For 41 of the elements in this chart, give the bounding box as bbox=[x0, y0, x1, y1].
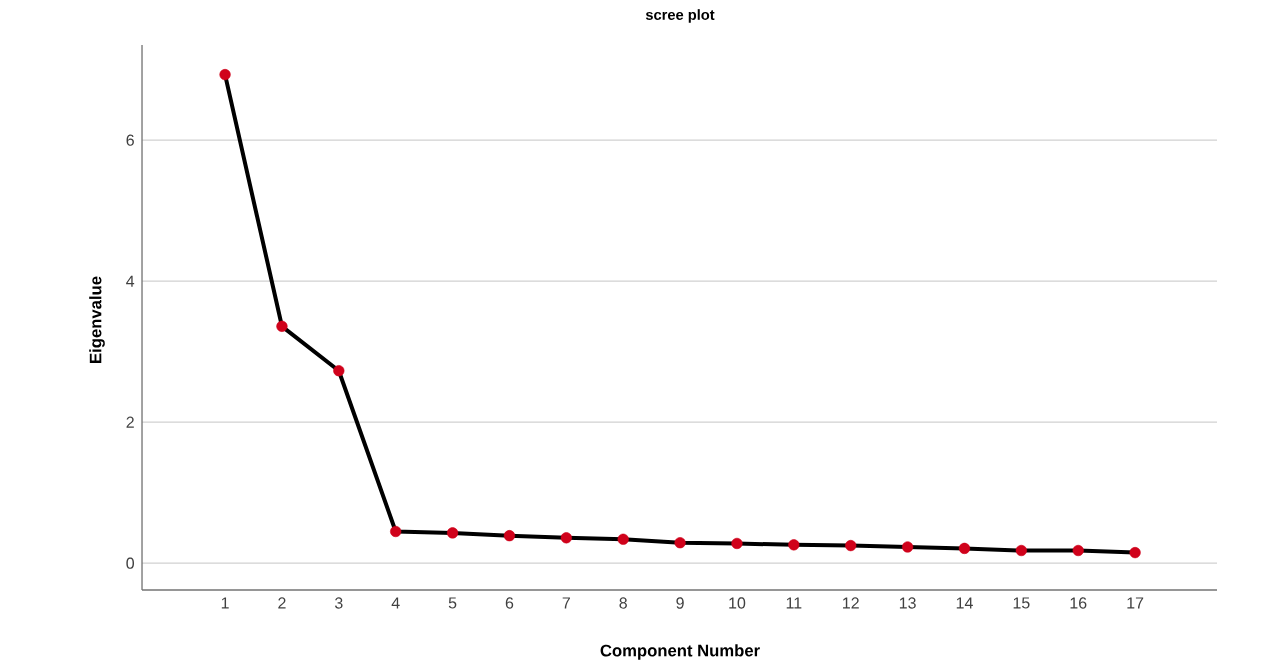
point bbox=[390, 525, 402, 537]
point bbox=[788, 539, 800, 551]
point bbox=[503, 530, 516, 542]
chart-title: scree plot bbox=[645, 9, 715, 23]
point bbox=[333, 365, 345, 377]
x-tick-label: 10 bbox=[729, 597, 746, 609]
x-tick-label: 1 bbox=[221, 597, 229, 609]
x-tick-label: 17 bbox=[1127, 597, 1144, 609]
point bbox=[276, 320, 288, 332]
x-tick-label: 6 bbox=[505, 597, 514, 609]
x-tick-label: 16 bbox=[1070, 597, 1087, 609]
point bbox=[731, 537, 743, 549]
point bbox=[1129, 546, 1141, 559]
x-tick-label: 9 bbox=[676, 597, 684, 609]
y-axis-title: Eigenvalue bbox=[89, 276, 105, 363]
x-tick-label: 15 bbox=[1013, 597, 1030, 609]
x-tick-label: 7 bbox=[562, 597, 570, 609]
x-tick-label: 14 bbox=[956, 597, 973, 609]
x-tick-label: 5 bbox=[448, 597, 457, 609]
x-tick-label: 4 bbox=[391, 597, 400, 609]
x-axis-title: Component Number bbox=[600, 644, 760, 660]
point bbox=[901, 541, 914, 553]
point bbox=[674, 537, 686, 549]
point bbox=[617, 533, 629, 545]
point bbox=[1072, 544, 1084, 557]
x-tick-label: 3 bbox=[334, 597, 343, 609]
point bbox=[958, 542, 971, 554]
x-tick-label: 8 bbox=[619, 597, 627, 609]
x-tick-label: 2 bbox=[278, 597, 286, 609]
point bbox=[845, 539, 857, 552]
y-tick-label: 4 bbox=[126, 275, 135, 287]
point bbox=[446, 527, 459, 539]
y-tick-label: 6 bbox=[126, 134, 134, 146]
x-tick-label: 12 bbox=[843, 597, 859, 609]
point bbox=[219, 68, 231, 81]
y-tick-label: 2 bbox=[126, 416, 134, 428]
point bbox=[560, 532, 572, 544]
x-tick-label: 11 bbox=[786, 597, 802, 609]
x-tick-label: 13 bbox=[899, 597, 916, 609]
y-tick-label: 0 bbox=[126, 557, 135, 569]
point bbox=[1015, 544, 1027, 557]
